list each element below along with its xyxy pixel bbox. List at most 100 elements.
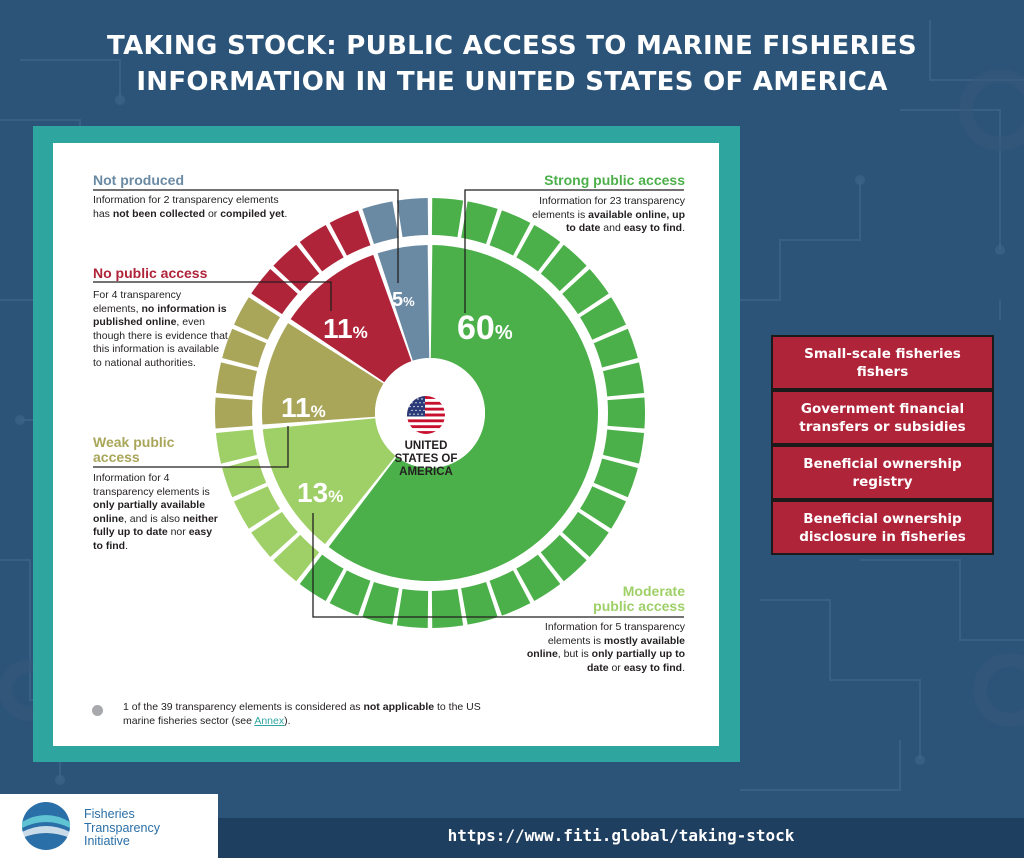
side-item-beneficial-ownership-registry: Beneficial ownership registry (771, 445, 994, 500)
slice-weak (262, 323, 384, 425)
segment-moderate (215, 429, 257, 464)
footer-url-link[interactable]: https://www.fiti.global/taking-stock (447, 826, 795, 845)
segment-weak (222, 328, 267, 368)
legend-title-no-public-access: No public access (93, 265, 208, 281)
legend-desc-strong-public-access: Information for 23 transparency elements… (525, 195, 685, 236)
donut-chart (93, 189, 684, 628)
desc-run: , and is also (123, 512, 183, 525)
legend-title-weak-line-2: access (93, 449, 140, 465)
center-label-line-2: STATES OF (394, 453, 458, 465)
segment-not_produced (362, 201, 399, 245)
legend-title-strong-public-access: Strong public access (544, 172, 685, 188)
fiti-logo-text: Fisheries Transparency Initiative (84, 807, 160, 849)
title-line-2: INFORMATION IN THE UNITED STATES OF AMER… (136, 67, 888, 97)
page-title: TAKING STOCK: PUBLIC ACCESS TO MARINE FI… (60, 28, 964, 100)
desc-run: Information for 2 transparency elements … (93, 194, 279, 220)
desc-run: compiled yet (220, 207, 285, 220)
segment-strong (593, 458, 638, 498)
desc-run: . (284, 207, 288, 220)
desc-run: only partially up to date (586, 648, 685, 674)
annex-link[interactable]: Annex (254, 715, 285, 727)
desc-run: nor (167, 526, 189, 538)
segment-weak (215, 362, 257, 397)
footnote-bullet (92, 705, 103, 716)
footer-bar: https://www.fiti.global/taking-stock (218, 818, 1024, 858)
pct-label-weak: 11% (281, 392, 326, 423)
desc-run: no information is published online (93, 302, 227, 329)
slice-not_produced (377, 245, 430, 361)
side-item-small-scale-fishers: Small-scale fisheries fishers (771, 335, 994, 390)
segment-strong (299, 554, 344, 602)
segment-moderate (222, 458, 267, 498)
pct-label-moderate: 13% (297, 477, 344, 508)
segment-strong (607, 397, 645, 429)
segment-none (273, 244, 320, 292)
segment-weak (234, 297, 280, 340)
footnote-part-d: ). (284, 715, 291, 727)
footnote-part-b: not applicable (363, 701, 435, 713)
segment-strong (516, 224, 561, 272)
us-flag-icon (407, 396, 445, 434)
legend-title-moderate-public-access: Moderate public access (593, 584, 685, 614)
segment-strong (489, 570, 531, 616)
fiti-logo[interactable]: Fisheries Transparency Initiative (0, 794, 218, 858)
logo-line-3: Initiative (84, 834, 130, 848)
segment-strong (329, 570, 371, 616)
desc-run: easy to find (623, 661, 683, 674)
footnote-text: 1 of the 39 transparency elements is con… (123, 700, 483, 728)
segment-strong (461, 581, 498, 625)
desc-run: easy to find (93, 526, 213, 552)
segment-strong (580, 297, 626, 340)
legend-title-moderate-line-2: public access (593, 598, 685, 614)
segment-strong (580, 486, 626, 529)
desc-run: or (608, 661, 624, 674)
segment-strong (562, 269, 609, 315)
slice-none (290, 254, 412, 383)
segment-strong (516, 554, 561, 602)
segment-strong (461, 201, 498, 245)
fiti-logo-mark-icon (22, 802, 70, 850)
center-label-line-3: AMERICA (399, 466, 453, 478)
desc-run: Information for 23 transparency elements… (532, 195, 685, 221)
legend-title-weak-public-access: Weak public access (93, 435, 174, 465)
side-element-list: Small-scale fisheries fishers Government… (771, 335, 994, 555)
legend-desc-moderate-public-access: Information for 5 transparency elements … (525, 621, 685, 675)
pct-label-none: 11% (323, 313, 368, 344)
segment-weak (215, 397, 253, 429)
desc-run: For 4 transparency elements, (93, 289, 182, 315)
segment-strong (431, 198, 464, 238)
segment-none (329, 210, 371, 256)
segment-strong (593, 328, 638, 368)
desc-run: , but is (557, 648, 592, 660)
leader-not-produced (93, 189, 399, 283)
desc-run: mostly available online (526, 634, 685, 661)
segment-strong (603, 429, 645, 464)
segment-strong (396, 588, 429, 628)
desc-run: neither fully up to date (93, 512, 218, 539)
side-item-government-subsidies: Government financial transfers or subsid… (771, 390, 994, 445)
legend-desc-weak-public-access: Information for 4 transparency elements … (93, 472, 223, 553)
legend-desc-no-public-access: For 4 transparency elements, no informat… (93, 289, 229, 370)
center-label-line-1: UNITED (404, 440, 448, 452)
side-item-beneficial-ownership-disclosure: Beneficial ownership disclosure in fishe… (771, 500, 994, 555)
pct-label-not-produced: 5% (392, 289, 415, 311)
segment-moderate (234, 486, 280, 529)
desc-run: Information for 5 transparency elements … (544, 621, 685, 647)
desc-run: not been collected (112, 207, 206, 220)
desc-run: and (600, 222, 624, 234)
segment-moderate (273, 534, 320, 582)
footnote-part-c: to the US marine fisheries sector (see (123, 701, 481, 727)
pct-label-strong: 60% (457, 309, 513, 347)
segment-strong (489, 210, 531, 256)
slice-moderate (262, 418, 396, 545)
legend-desc-not-produced: Information for 2 transparency elements … (93, 194, 293, 221)
desc-run: . (682, 661, 685, 674)
leader-moderate (312, 513, 684, 618)
legend-title-weak-line-1: Weak public (93, 434, 175, 450)
segment-strong (431, 588, 464, 628)
segment-strong (562, 511, 609, 557)
segment-moderate (251, 511, 298, 557)
chart-panel: Not produced Information for 2 transpare… (53, 143, 719, 746)
segment-strong (362, 581, 399, 625)
logo-line-2: Transparency (84, 820, 160, 835)
